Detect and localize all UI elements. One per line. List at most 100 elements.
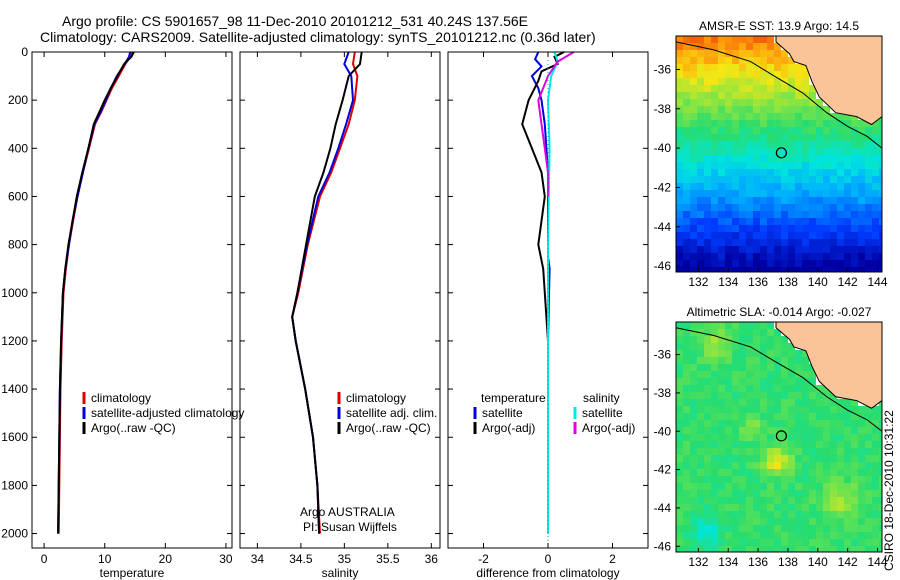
- map-cell: [795, 197, 802, 204]
- map-cell: [858, 448, 865, 455]
- map-cell: [732, 392, 739, 399]
- map-cell: [704, 336, 711, 343]
- map-cell: [718, 211, 725, 218]
- map-cell: [753, 476, 760, 483]
- map-cell: [872, 246, 879, 253]
- map-cell: [830, 525, 837, 532]
- map-cell: [872, 190, 879, 197]
- map-cell: [683, 71, 690, 78]
- map-cell: [704, 483, 711, 490]
- map-cell: [837, 539, 844, 546]
- map-cell: [872, 127, 879, 134]
- map-cell: [725, 99, 732, 106]
- map-cell: [879, 204, 882, 211]
- map-cell: [704, 64, 711, 71]
- map-cell: [676, 148, 683, 155]
- map-cell: [837, 218, 844, 225]
- map-cell: [802, 113, 809, 120]
- map-cell: [676, 211, 683, 218]
- map-cell: [802, 350, 809, 357]
- map-cell: [718, 427, 725, 434]
- map-cell: [753, 127, 760, 134]
- map-cell: [767, 211, 774, 218]
- map-cell: [781, 71, 788, 78]
- map-cell: [851, 190, 858, 197]
- map-cell: [830, 504, 837, 511]
- map-cell: [753, 434, 760, 441]
- map-cell: [802, 211, 809, 218]
- map-cell: [802, 155, 809, 162]
- map-cell: [774, 50, 781, 57]
- map-cell: [711, 169, 718, 176]
- map-cell: [872, 204, 879, 211]
- map-cell: [711, 525, 718, 532]
- map-cell: [767, 539, 774, 546]
- map-cell: [725, 204, 732, 211]
- map-cell: [690, 85, 697, 92]
- map-cell: [676, 392, 683, 399]
- map-cell: [844, 525, 851, 532]
- map-cell: [865, 162, 872, 169]
- x-tick-label: 20: [159, 552, 173, 566]
- map-cell: [795, 99, 802, 106]
- map-cell: [865, 253, 872, 260]
- map-cell: [732, 113, 739, 120]
- map-cell: [844, 239, 851, 246]
- map-cell: [781, 190, 788, 197]
- map-cell: [683, 106, 690, 113]
- map-cell: [872, 120, 879, 127]
- map-cell: [781, 176, 788, 183]
- map-cell: [830, 197, 837, 204]
- map-cell: [809, 85, 816, 92]
- map-cell: [802, 476, 809, 483]
- map-cell: [760, 441, 767, 448]
- map-cell: [795, 162, 802, 169]
- map-cell: [774, 260, 781, 267]
- map-cell: [823, 120, 830, 127]
- map-cell: [879, 267, 882, 272]
- map-cell: [704, 267, 711, 272]
- map-cell: [837, 532, 844, 539]
- map-cell: [690, 155, 697, 162]
- map-cell: [823, 225, 830, 232]
- map-cell: [879, 504, 882, 511]
- map-cell: [830, 183, 837, 190]
- map-cell: [697, 239, 704, 246]
- map-cell: [879, 546, 882, 552]
- map-cell: [683, 197, 690, 204]
- map-cell: [753, 378, 760, 385]
- map-cell: [746, 50, 753, 57]
- map-cell: [802, 260, 809, 267]
- map-cell: [725, 483, 732, 490]
- map-cell: [732, 211, 739, 218]
- map-cell: [830, 497, 837, 504]
- map-cell: [732, 176, 739, 183]
- map-cell: [795, 232, 802, 239]
- map-cell: [823, 413, 830, 420]
- map-cell: [830, 476, 837, 483]
- map-cell: [725, 504, 732, 511]
- map-cell: [781, 260, 788, 267]
- map-cell: [711, 518, 718, 525]
- map-cell: [830, 392, 837, 399]
- map-cell: [690, 197, 697, 204]
- map-cell: [704, 343, 711, 350]
- map-cell: [802, 406, 809, 413]
- map-cell: [718, 378, 725, 385]
- map-cell: [788, 113, 795, 120]
- x-tick-label: 35.5: [376, 552, 400, 566]
- map-cell: [676, 469, 683, 476]
- map-cell: [767, 85, 774, 92]
- map-cell: [725, 260, 732, 267]
- map-cell: [718, 36, 725, 43]
- map-cell: [767, 92, 774, 99]
- map-cell: [844, 134, 851, 141]
- map-cell: [851, 434, 858, 441]
- map-cell: [718, 260, 725, 267]
- map-cell: [711, 148, 718, 155]
- map-cell: [753, 162, 760, 169]
- map-cell: [711, 36, 718, 43]
- map-cell: [697, 399, 704, 406]
- x-tick-label: 0: [545, 552, 552, 566]
- map-cell: [690, 190, 697, 197]
